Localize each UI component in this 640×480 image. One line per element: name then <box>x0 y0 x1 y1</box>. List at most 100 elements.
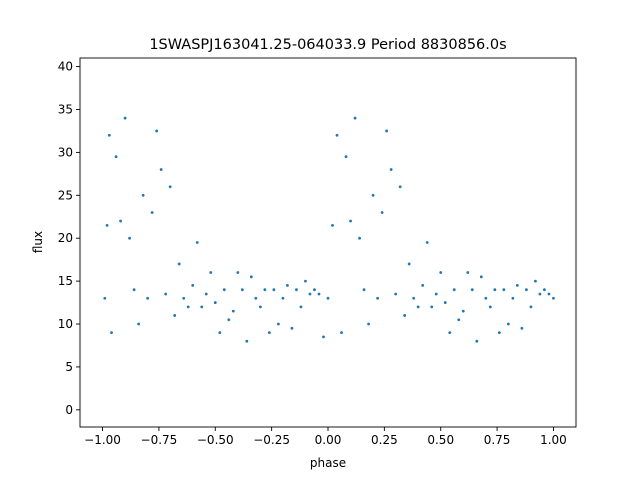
data-point <box>335 133 339 137</box>
data-point <box>186 305 190 309</box>
x-tick-label: −0.50 <box>197 433 234 447</box>
data-point <box>380 211 384 214</box>
y-tick-label: 40 <box>58 60 73 74</box>
data-point <box>488 305 492 309</box>
data-point <box>254 296 258 300</box>
data-point <box>164 292 168 296</box>
data-point <box>304 279 307 283</box>
data-point <box>385 129 389 133</box>
y-tick-label: 10 <box>58 317 73 331</box>
data-point <box>209 271 213 274</box>
x-tick-label: 0.25 <box>371 433 398 447</box>
x-tick-label: −0.75 <box>141 433 178 447</box>
data-point <box>195 241 199 244</box>
data-point <box>313 288 316 292</box>
data-point <box>128 236 132 240</box>
data-point <box>506 322 510 326</box>
data-point <box>430 305 434 309</box>
data-point <box>412 296 416 300</box>
data-point <box>213 301 217 304</box>
data-point <box>479 275 483 279</box>
chart-title: 1SWASPJ163041.25-064033.9 Period 8830856… <box>149 37 506 53</box>
data-point <box>421 284 425 287</box>
data-point <box>191 284 195 287</box>
data-point <box>231 309 235 313</box>
data-points <box>103 116 555 343</box>
data-point <box>520 326 524 330</box>
x-tick-label: −1.00 <box>84 433 121 447</box>
y-tick-label: 35 <box>58 102 73 116</box>
data-point <box>218 331 222 334</box>
data-point <box>416 305 420 309</box>
data-point <box>502 288 506 292</box>
data-point <box>249 275 253 279</box>
data-point <box>123 116 127 120</box>
x-tick-label: 1.00 <box>540 433 567 447</box>
data-point <box>299 305 303 309</box>
y-tick-label: 30 <box>58 145 73 159</box>
data-point <box>105 223 109 227</box>
data-point <box>177 262 181 266</box>
data-point <box>132 288 136 292</box>
data-point <box>371 193 375 197</box>
data-point <box>281 296 285 300</box>
y-tick-label: 25 <box>58 188 73 202</box>
data-point <box>448 331 452 334</box>
x-tick-label: 0.50 <box>427 433 454 447</box>
data-point <box>308 292 312 296</box>
y-tick-label: 0 <box>65 403 73 417</box>
data-point <box>349 219 352 223</box>
data-point <box>141 193 145 197</box>
data-point <box>326 296 330 300</box>
data-point <box>146 296 150 300</box>
data-point <box>290 326 294 330</box>
y-tick-label: 5 <box>65 360 73 374</box>
data-point <box>398 185 402 189</box>
data-point <box>168 185 172 189</box>
data-point <box>515 284 519 287</box>
data-point <box>394 292 398 296</box>
data-point <box>317 292 321 296</box>
data-point <box>200 305 204 309</box>
data-point <box>277 322 280 326</box>
data-point <box>103 296 107 300</box>
data-point <box>340 331 343 334</box>
data-point <box>529 305 533 309</box>
y-tick-label: 15 <box>58 274 73 288</box>
data-point <box>470 288 474 292</box>
data-point <box>119 219 122 223</box>
data-point <box>240 288 244 292</box>
data-point <box>547 292 551 296</box>
data-point <box>245 339 249 343</box>
data-point <box>538 292 542 296</box>
data-point <box>466 271 470 274</box>
data-point <box>114 155 118 159</box>
x-tick-label: 0.75 <box>484 433 511 447</box>
x-tick-label: −0.25 <box>253 433 290 447</box>
y-tick-label: 20 <box>58 231 73 245</box>
data-point <box>222 288 226 292</box>
data-point <box>452 288 456 292</box>
data-point <box>543 288 546 292</box>
data-point <box>497 331 501 334</box>
data-point <box>267 331 271 334</box>
data-point <box>150 211 154 214</box>
data-point <box>443 301 447 304</box>
data-point <box>159 168 163 171</box>
data-point <box>344 155 348 159</box>
data-point <box>322 335 325 339</box>
x-tick-label: 0.00 <box>315 433 342 447</box>
data-point <box>110 331 113 334</box>
data-point <box>362 288 366 292</box>
x-axis-ticks: −1.00 −0.75 −0.50 −0.25 0.00 0.25 0.50 0.75 1.00 <box>84 427 567 447</box>
data-point <box>525 288 528 292</box>
data-point <box>286 284 289 287</box>
data-point <box>367 322 370 326</box>
data-point <box>236 271 240 274</box>
data-point <box>439 271 443 274</box>
x-axis-label: phase <box>310 456 346 470</box>
data-point <box>358 236 361 240</box>
data-point <box>461 309 465 313</box>
